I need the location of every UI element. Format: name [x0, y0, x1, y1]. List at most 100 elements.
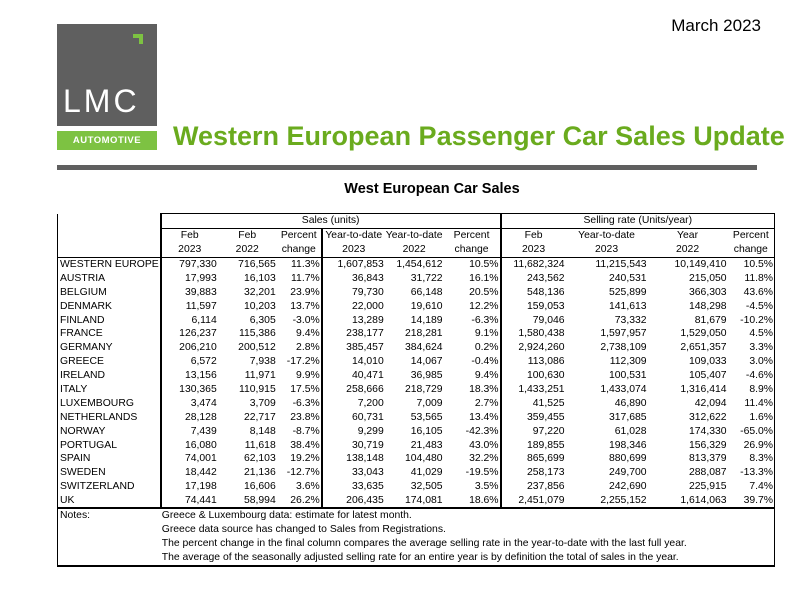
value-cell: 14,189 [410, 314, 443, 326]
value-cell: 525,899 [608, 286, 647, 298]
country-cell: LUXEMBOURG [56, 396, 161, 411]
value-cell: 9.9% [296, 370, 320, 382]
value-cell: 10.5% [727, 257, 776, 272]
value-cell: 243,562 [499, 271, 566, 286]
value-cell: 2,451,079 [499, 493, 566, 509]
note-row: The average of the seasonally adjusted s… [56, 551, 776, 567]
value-cell: 23.8% [290, 411, 320, 423]
value-cell: 3,474 [159, 396, 218, 411]
note-text: The average of the seasonally adjusted s… [160, 551, 776, 567]
value-cell: 26.9% [727, 438, 776, 453]
value-cell: 62,103 [243, 453, 276, 465]
country-cell: ITALY [56, 382, 161, 397]
value-cell: 46,890 [614, 397, 647, 409]
value-cell: 1,580,438 [499, 327, 566, 341]
value-cell: 6,305 [249, 314, 276, 326]
notes-label [56, 551, 161, 567]
value-cell: 20.5% [469, 286, 499, 298]
value-cell: 23.9% [290, 286, 320, 298]
value-cell: 385,457 [320, 340, 385, 355]
value-cell: 3.5% [474, 481, 499, 493]
value-cell: 11.4% [727, 396, 776, 411]
value-cell: 11.8% [727, 271, 776, 286]
value-cell: 22,717 [243, 411, 276, 423]
value-cell: 159,053 [499, 299, 566, 314]
value-cell: -13.3% [727, 465, 776, 480]
value-cell: 215,050 [688, 272, 727, 284]
value-cell: 13.4% [469, 411, 499, 423]
value-cell: 79,730 [320, 285, 385, 300]
value-cell: -6.3% [471, 314, 499, 326]
value-cell: 218,281 [404, 328, 443, 340]
value-cell: 13,289 [320, 313, 385, 328]
value-cell: 17,198 [159, 479, 218, 494]
value-cell: 1,607,853 [320, 257, 385, 272]
column-header: 2023 [159, 242, 218, 259]
value-cell: 880,699 [608, 453, 647, 465]
value-cell: 384,624 [404, 342, 443, 354]
value-cell: 40,471 [320, 368, 385, 383]
value-cell: 32.2% [469, 453, 499, 465]
country-cell: SWITZERLAND [56, 479, 161, 494]
value-cell: 43.0% [469, 439, 499, 451]
value-cell: 7,439 [159, 424, 218, 439]
value-cell: 2,738,109 [600, 342, 647, 354]
value-cell: 9,299 [320, 424, 385, 439]
corner-cell [56, 242, 161, 259]
table-row: WESTERN EUROPE 797,330 716,565 11.3% 1,607,8… [56, 257, 776, 272]
notes-label: Notes: [56, 507, 161, 523]
value-cell: 11,215,543 [595, 259, 647, 271]
value-cell: 39,883 [159, 285, 218, 300]
value-cell: 716,565 [238, 259, 276, 271]
value-cell: 206,210 [159, 340, 218, 355]
country-cell: SWEDEN [56, 465, 161, 480]
value-cell: 10.5% [469, 259, 499, 271]
value-cell: 1,433,251 [499, 382, 566, 397]
value-cell: 39.7% [727, 493, 776, 509]
value-cell: 2,651,357 [680, 342, 727, 354]
value-cell: 110,915 [238, 384, 276, 396]
value-cell: 359,455 [499, 410, 566, 425]
value-cell: 288,087 [688, 467, 727, 479]
value-cell: 73,332 [614, 314, 647, 326]
value-cell: 18,442 [159, 465, 218, 480]
value-cell: -3.0% [292, 314, 320, 326]
value-cell: 238,177 [320, 327, 385, 341]
table-row: AUSTRIA 17,993 16,103 11.7% 36,843 31,722 16.1… [56, 271, 776, 286]
table-row: GREECE 6,572 7,938 -17.2% 14,010 14,067 -0.4% 1… [56, 354, 776, 369]
column-header: Year-to-date [320, 228, 385, 243]
column-header: 2022 [384, 242, 444, 259]
note-row: The percent change in the final column c… [56, 536, 776, 552]
value-cell: 10,149,410 [674, 259, 727, 271]
country-cell: DENMARK [56, 299, 161, 314]
value-cell: 813,379 [688, 453, 727, 465]
value-cell: 126,237 [159, 327, 218, 341]
country-cell: GERMANY [56, 340, 161, 355]
corner-cell [56, 228, 161, 243]
value-cell: 79,046 [499, 313, 566, 328]
value-cell: 548,136 [499, 285, 566, 300]
logo-text: LMC [63, 83, 140, 119]
value-cell: -42.3% [465, 425, 499, 437]
value-cell: 36,843 [320, 271, 385, 286]
value-cell: -17.2% [286, 356, 320, 368]
table-row: BELGIUM 39,883 32,201 23.9% 79,730 66,148 20.5… [56, 285, 776, 300]
value-cell: 11.7% [291, 272, 320, 284]
value-cell: 100,630 [499, 368, 566, 383]
note-row: Greece data source has changed to Sales … [56, 522, 776, 537]
value-cell: 16.1% [469, 272, 499, 284]
value-cell: -4.5% [727, 299, 776, 314]
value-cell: 22,000 [320, 299, 385, 314]
value-cell: 18.3% [469, 384, 499, 396]
value-cell: 112,309 [609, 356, 647, 368]
value-cell: 4.5% [727, 327, 776, 341]
value-cell: 42,094 [694, 397, 727, 409]
column-header: Percent [453, 230, 490, 242]
value-cell: -12.7% [286, 467, 320, 479]
table-row: PORTUGAL 16,080 11,618 38.4% 30,719 21,483 43.… [56, 438, 776, 453]
value-cell: 36,985 [410, 370, 443, 382]
value-cell: 16,606 [243, 481, 276, 493]
value-cell: 104,480 [404, 453, 443, 465]
country-cell: IRELAND [56, 368, 161, 383]
value-cell: 17.5% [290, 384, 320, 396]
